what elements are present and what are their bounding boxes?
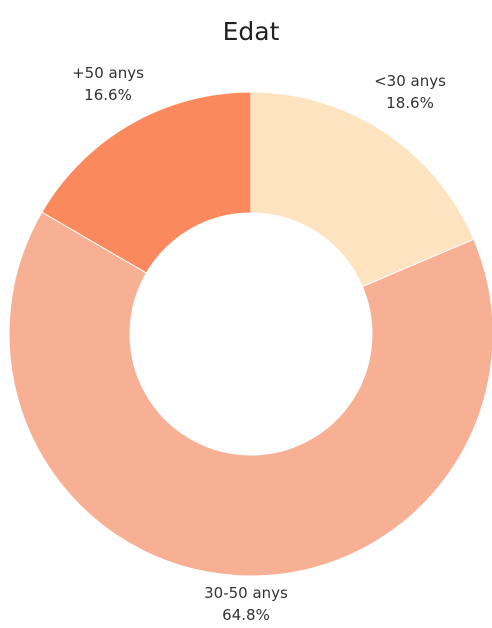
slice-labels: <30 anys 18.6% 30-50 anys 64.8% +50 anys 16.6… [72, 64, 446, 624]
slice-percent-30-anys: 18.6% [386, 94, 434, 112]
slice-label-50-anys: +50 anys [72, 64, 144, 82]
slice-30-50-anys [8, 211, 492, 577]
slice-percent-30-50-anys: 64.8% [222, 606, 270, 624]
chart-title: Edat [223, 17, 280, 46]
slice-50-anys [41, 91, 252, 274]
slice-label-30-anys: <30 anys [374, 72, 446, 90]
slice-percent-50-anys: 16.6% [84, 86, 132, 104]
donut-slices [8, 91, 492, 577]
slice-30-anys [250, 91, 475, 288]
slice-label-30-50-anys: 30-50 anys [204, 584, 288, 602]
